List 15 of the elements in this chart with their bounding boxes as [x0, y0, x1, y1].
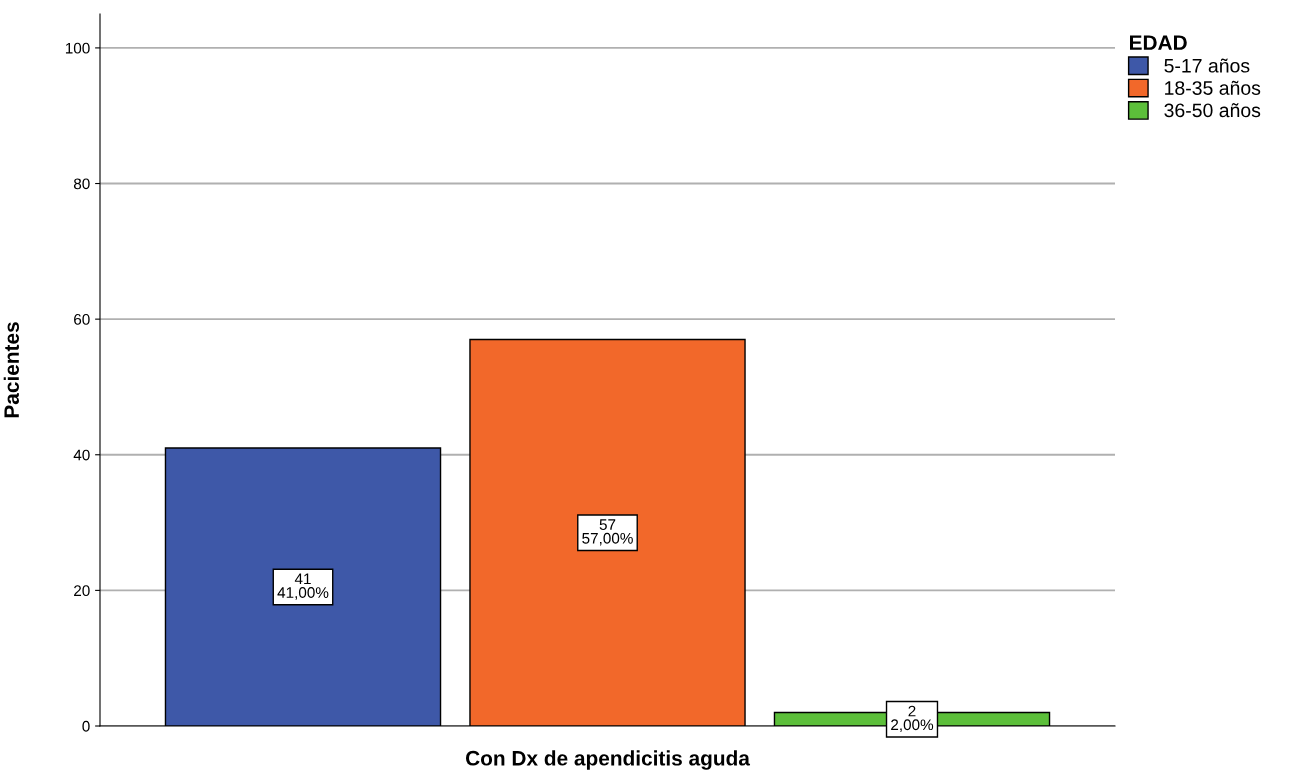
y-tick-label: 100 — [65, 42, 90, 54]
data-label: 41 41,00% — [277, 573, 329, 600]
data-label: 57 57,00% — [582, 519, 633, 546]
legend-label: 5-17 años — [1164, 58, 1250, 73]
data-label: 2 2,00% — [891, 705, 934, 732]
y-tick-label: 0 — [82, 720, 90, 732]
x-axis-title: Con Dx de apendicitis aguda — [465, 750, 751, 770]
legend-title: EDAD — [1130, 35, 1187, 50]
legend-label: 18-35 años — [1165, 80, 1261, 95]
y-tick-label: 80 — [73, 178, 90, 190]
y-tick-label: 20 — [74, 585, 90, 597]
y-tick-label: 60 — [74, 314, 90, 325]
y-tick-label: 40 — [73, 449, 90, 461]
legend-label: 36-50 años — [1164, 103, 1261, 118]
y-axis-title: Pacientes — [3, 322, 20, 418]
